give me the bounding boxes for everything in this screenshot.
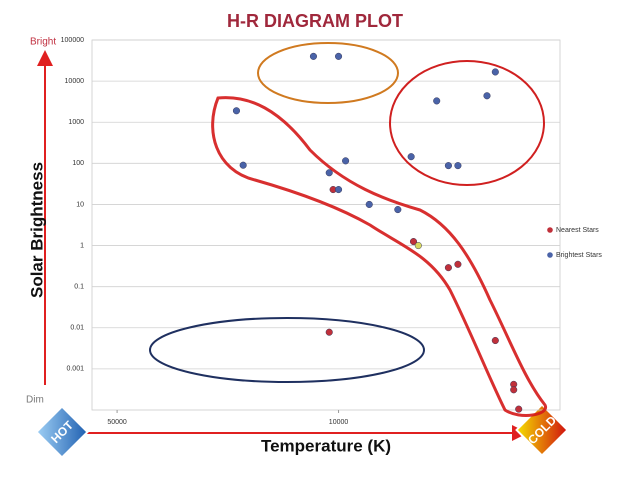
main-sequence-outline: [211, 96, 547, 417]
data-point: [515, 405, 523, 413]
cold-badge: COLD: [515, 403, 569, 457]
data-point: [433, 97, 441, 105]
data-point: [365, 200, 373, 208]
data-point: [334, 186, 343, 194]
supergiants-ellipse: [389, 60, 545, 186]
giants-ellipse: [257, 42, 399, 104]
y-axis-label: Solar Brightness: [27, 162, 46, 298]
dwarfs-ellipse: [149, 317, 425, 383]
y-tick-label: 1000: [68, 119, 84, 126]
x-axis-label: Temperature (K): [261, 436, 391, 455]
y-tick-label: 0.1: [74, 284, 84, 291]
y-tick-label: 10: [76, 201, 84, 208]
overlays: [149, 42, 547, 417]
legend-marker: [547, 227, 553, 233]
bright-label: Bright: [30, 37, 56, 48]
data-point: [483, 92, 491, 100]
data-point: [394, 206, 402, 214]
x-tick-label: 10000: [329, 419, 349, 426]
data-point: [325, 328, 333, 336]
legend-label: Nearest Stars: [556, 227, 599, 234]
data-point: [334, 52, 343, 60]
legend-label: Brightest Stars: [556, 252, 602, 259]
chart-title: H-R DIAGRAM PLOT: [227, 11, 403, 31]
data-point: [325, 169, 333, 177]
y-tick-label: 10000: [65, 78, 85, 85]
legend-marker: [547, 252, 553, 258]
data-point: [454, 260, 462, 268]
data-point: [491, 336, 499, 345]
y-tick-label: 100000: [61, 37, 84, 44]
data-point: [409, 238, 418, 246]
data-point: [239, 161, 247, 169]
dim-label: Dim: [26, 395, 44, 406]
y-tick-label: 1: [80, 242, 84, 249]
x-tick-label: 50000: [107, 419, 127, 426]
data-point: [232, 107, 241, 115]
plot-area: 100000 10000 1000 100 10 1 0.1 0.01 0.001 50000 10…: [61, 37, 603, 426]
data-point: [309, 52, 318, 60]
y-tick-label: 100: [72, 160, 84, 167]
data-point: [407, 153, 415, 161]
hot-badge: HOT: [35, 405, 89, 459]
data-point: [510, 386, 518, 394]
data-point: [414, 242, 422, 250]
data-point: [444, 162, 452, 170]
data-point: [491, 68, 499, 76]
y-tick-label: 0.001: [66, 366, 84, 373]
data-point: [454, 162, 462, 170]
data-point: [342, 157, 350, 165]
data-point: [444, 264, 452, 272]
y-tick-label: 0.01: [70, 325, 84, 332]
